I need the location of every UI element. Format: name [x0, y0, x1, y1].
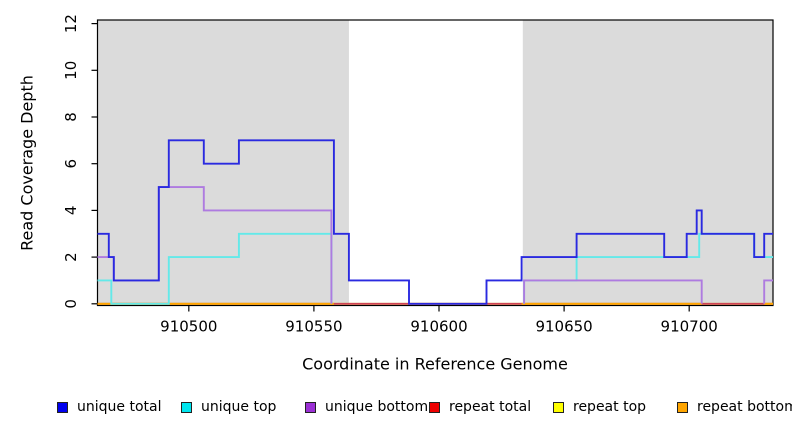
unique-top-swatch-icon [181, 401, 192, 413]
y-tick-label: 10 [62, 61, 80, 80]
unique-bottom-swatch-icon [305, 401, 316, 413]
x-tick-label: 910600 [410, 318, 467, 336]
legend-label: unique top [201, 399, 277, 415]
x-tick-label: 910700 [661, 318, 718, 336]
x-axis-title: Coordinate in Reference Genome [302, 354, 568, 374]
series-line-unique-bottom [763, 279, 773, 304]
x-tick-label: 910550 [285, 318, 342, 336]
legend-label: repeat total [449, 399, 532, 415]
repeat-top-swatch-icon [553, 401, 564, 413]
y-tick-label: 6 [62, 159, 80, 169]
repeat-bottom-swatch-icon [677, 401, 688, 413]
legend-label: unique total [77, 399, 162, 415]
legend-item-unique-top: unique top [181, 399, 276, 415]
x-tick-label: 910500 [160, 318, 217, 336]
plot-box [96, 19, 774, 307]
repeat-region-band [522, 20, 773, 305]
series-line-unique-bottom [523, 279, 703, 304]
y-tick-label: 12 [62, 14, 80, 33]
legend-item-repeat-bottom: repeat bottom [677, 399, 792, 415]
legend-label: unique bottom [325, 399, 429, 415]
y-tick-label: 8 [62, 112, 80, 122]
y-tick-label: 2 [62, 252, 80, 262]
y-tick-label: 4 [62, 206, 80, 216]
repeat-region-band [97, 20, 349, 305]
x-tick-label: 910650 [535, 318, 592, 336]
legend-item-unique-bottom: unique bottom [305, 399, 428, 415]
y-axis-title: Read Coverage Depth [17, 75, 37, 251]
unique-total-swatch-icon [57, 401, 68, 413]
y-tick-label: 0 [62, 299, 80, 309]
legend-item-repeat-total: repeat total [429, 399, 531, 415]
legend-item-unique-total: unique total [57, 399, 161, 415]
legend-label: repeat top [573, 399, 647, 415]
legend-label: repeat bottom [697, 399, 792, 415]
series-line-unique-top [97, 232, 333, 305]
legend-item-repeat-top: repeat top [553, 399, 646, 415]
series-line-unique-total [97, 139, 773, 305]
repeat-total-swatch-icon [429, 401, 440, 413]
